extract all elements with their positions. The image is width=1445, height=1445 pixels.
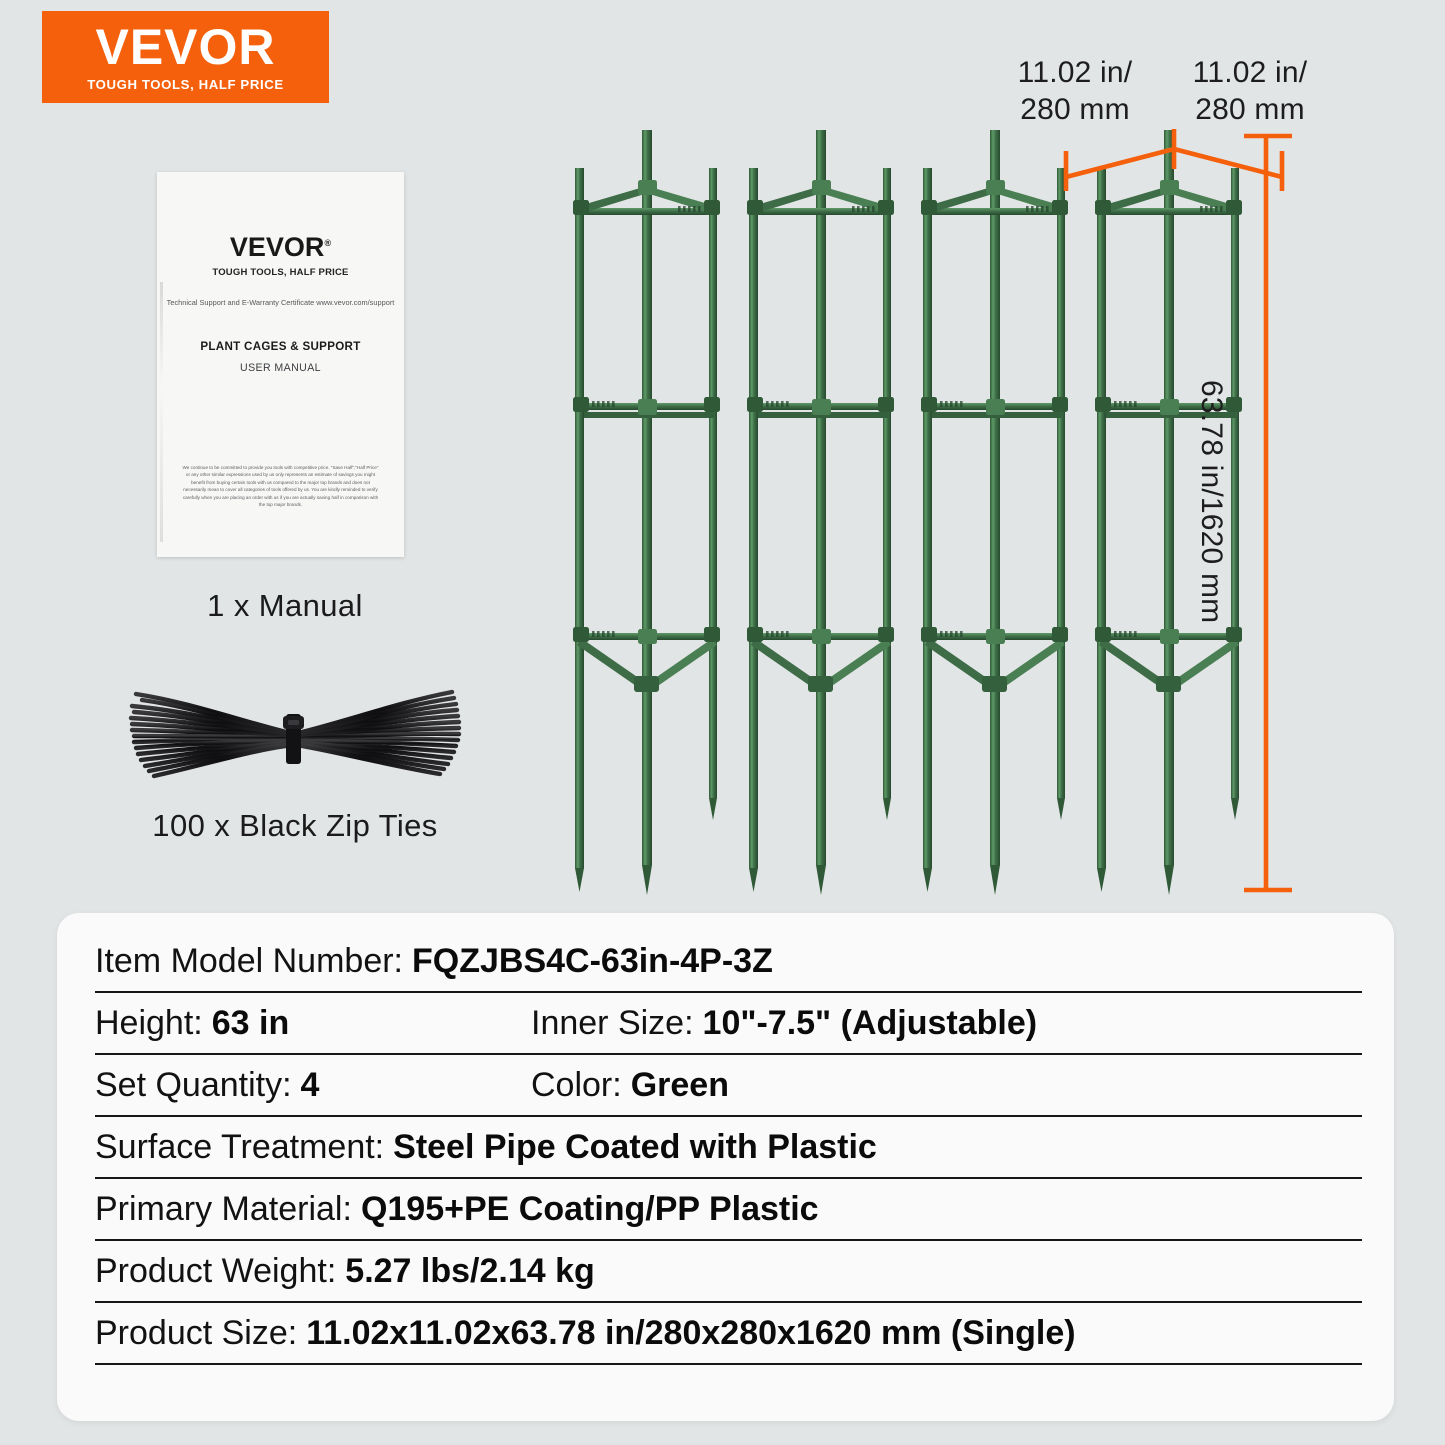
caption-zip-ties: 100 x Black Zip Ties [152, 808, 438, 843]
spec-cell-color: Color: Green [531, 1066, 729, 1105]
spec-label-primary-material: Primary Material: [95, 1189, 352, 1228]
brand-tagline: TOUGH TOOLS, HALF PRICE [87, 77, 284, 92]
spec-label-quantity: Set Quantity: [95, 1065, 292, 1104]
spec-label-color: Color: [531, 1065, 622, 1104]
spec-value-product-size: 11.02x11.02x63.78 in/280x280x1620 mm (Si… [306, 1313, 1076, 1352]
spec-value-product-weight: 5.27 lbs/2.14 kg [345, 1251, 595, 1290]
manual-subtitle: USER MANUAL [240, 362, 321, 374]
brand-name: VEVOR [95, 19, 276, 75]
spec-cell-surface-treatment: Surface Treatment: Steel Pipe Coated wit… [95, 1128, 877, 1167]
manual-sheet-image: VEVOR® TOUGH TOOLS, HALF PRICE Technical… [157, 172, 404, 557]
spec-label-model: Item Model Number: [95, 941, 403, 980]
height-dimension-label: 63.78 in/1620 mm [1195, 380, 1228, 624]
spec-cell-model: Item Model Number: FQZJBS4C-63in-4P-3Z [95, 942, 773, 981]
width-right-line2: 280 mm [1195, 92, 1305, 126]
width-dimension-left: 11.02 in/ 280 mm [1000, 55, 1150, 128]
zip-ties-image [118, 676, 470, 796]
manual-logo: VEVOR® [157, 232, 404, 263]
specification-rows: Item Model Number: FQZJBS4C-63in-4P-3Z H… [95, 931, 1362, 1407]
width-left-line2: 280 mm [1020, 92, 1130, 126]
height-dimension-line [1244, 133, 1292, 893]
manual-fine-print: We continue to be committed to provide y… [182, 465, 379, 508]
spec-cell-quantity: Set Quantity: 4 [95, 1066, 531, 1105]
spec-value-height: 63 in [211, 1003, 290, 1042]
spec-label-inner-size: Inner Size: [531, 1003, 694, 1042]
spec-label-product-size: Product Size: [95, 1313, 298, 1352]
zip-ties-svg [128, 689, 462, 779]
spec-label-surface-treatment: Surface Treatment: [95, 1127, 385, 1166]
plant-cages-illustration [573, 130, 1242, 895]
spec-row-quantity-color: Set Quantity: 4 Color: Green [95, 1055, 1362, 1117]
manual-logo-text: VEVOR [229, 232, 325, 262]
width-left-line1: 11.02 in/ [1017, 56, 1133, 89]
spec-cell-height: Height: 63 in [95, 1004, 531, 1043]
width-dimension-right: 11.02 in/ 280 mm [1175, 55, 1325, 128]
spec-row-primary-material: Primary Material: Q195+PE Coating/PP Pla… [95, 1179, 1362, 1241]
spec-value-surface-treatment: Steel Pipe Coated with Plastic [393, 1127, 877, 1166]
spec-cell-inner-size: Inner Size: 10"-7.5" (Adjustable) [531, 1004, 1037, 1043]
spec-value-model: FQZJBS4C-63in-4P-3Z [412, 941, 773, 980]
manual-support-line: Technical Support and E-Warranty Certifi… [166, 298, 395, 307]
spec-label-height: Height: [95, 1003, 203, 1042]
spec-value-primary-material: Q195+PE Coating/PP Plastic [360, 1189, 819, 1228]
spec-value-inner-size: 10"-7.5" (Adjustable) [702, 1003, 1038, 1042]
spec-label-product-weight: Product Weight: [95, 1251, 337, 1290]
spec-row-surface-treatment: Surface Treatment: Steel Pipe Coated wit… [95, 1117, 1362, 1179]
registered-mark: ® [324, 238, 332, 248]
spec-cell-product-size: Product Size: 11.02x11.02x63.78 in/280x2… [95, 1314, 1076, 1353]
spec-row-product-weight: Product Weight: 5.27 lbs/2.14 kg [95, 1241, 1362, 1303]
cage-unit-1 [573, 130, 720, 895]
specification-card: Item Model Number: FQZJBS4C-63in-4P-3Z H… [57, 913, 1394, 1421]
manual-title: PLANT CAGES & SUPPORT [200, 340, 361, 353]
spec-row-product-size: Product Size: 11.02x11.02x63.78 in/280x2… [95, 1303, 1362, 1365]
spec-row-height-innersize: Height: 63 in Inner Size: 10"-7.5" (Adju… [95, 993, 1362, 1055]
cage-unit-2 [747, 130, 894, 895]
spec-cell-product-weight: Product Weight: 5.27 lbs/2.14 kg [95, 1252, 595, 1291]
caption-manual: 1 x Manual [207, 588, 363, 623]
spec-row-model: Item Model Number: FQZJBS4C-63in-4P-3Z [95, 931, 1362, 993]
spec-cell-primary-material: Primary Material: Q195+PE Coating/PP Pla… [95, 1190, 819, 1229]
vevor-logo: VEVOR TOUGH TOOLS, HALF PRICE [42, 11, 329, 103]
manual-tagline: TOUGH TOOLS, HALF PRICE [212, 267, 349, 278]
cage-unit-3 [921, 130, 1068, 895]
spec-value-color: Green [630, 1065, 729, 1104]
width-right-line1: 11.02 in/ [1192, 56, 1308, 89]
spec-value-quantity: 4 [300, 1065, 320, 1104]
